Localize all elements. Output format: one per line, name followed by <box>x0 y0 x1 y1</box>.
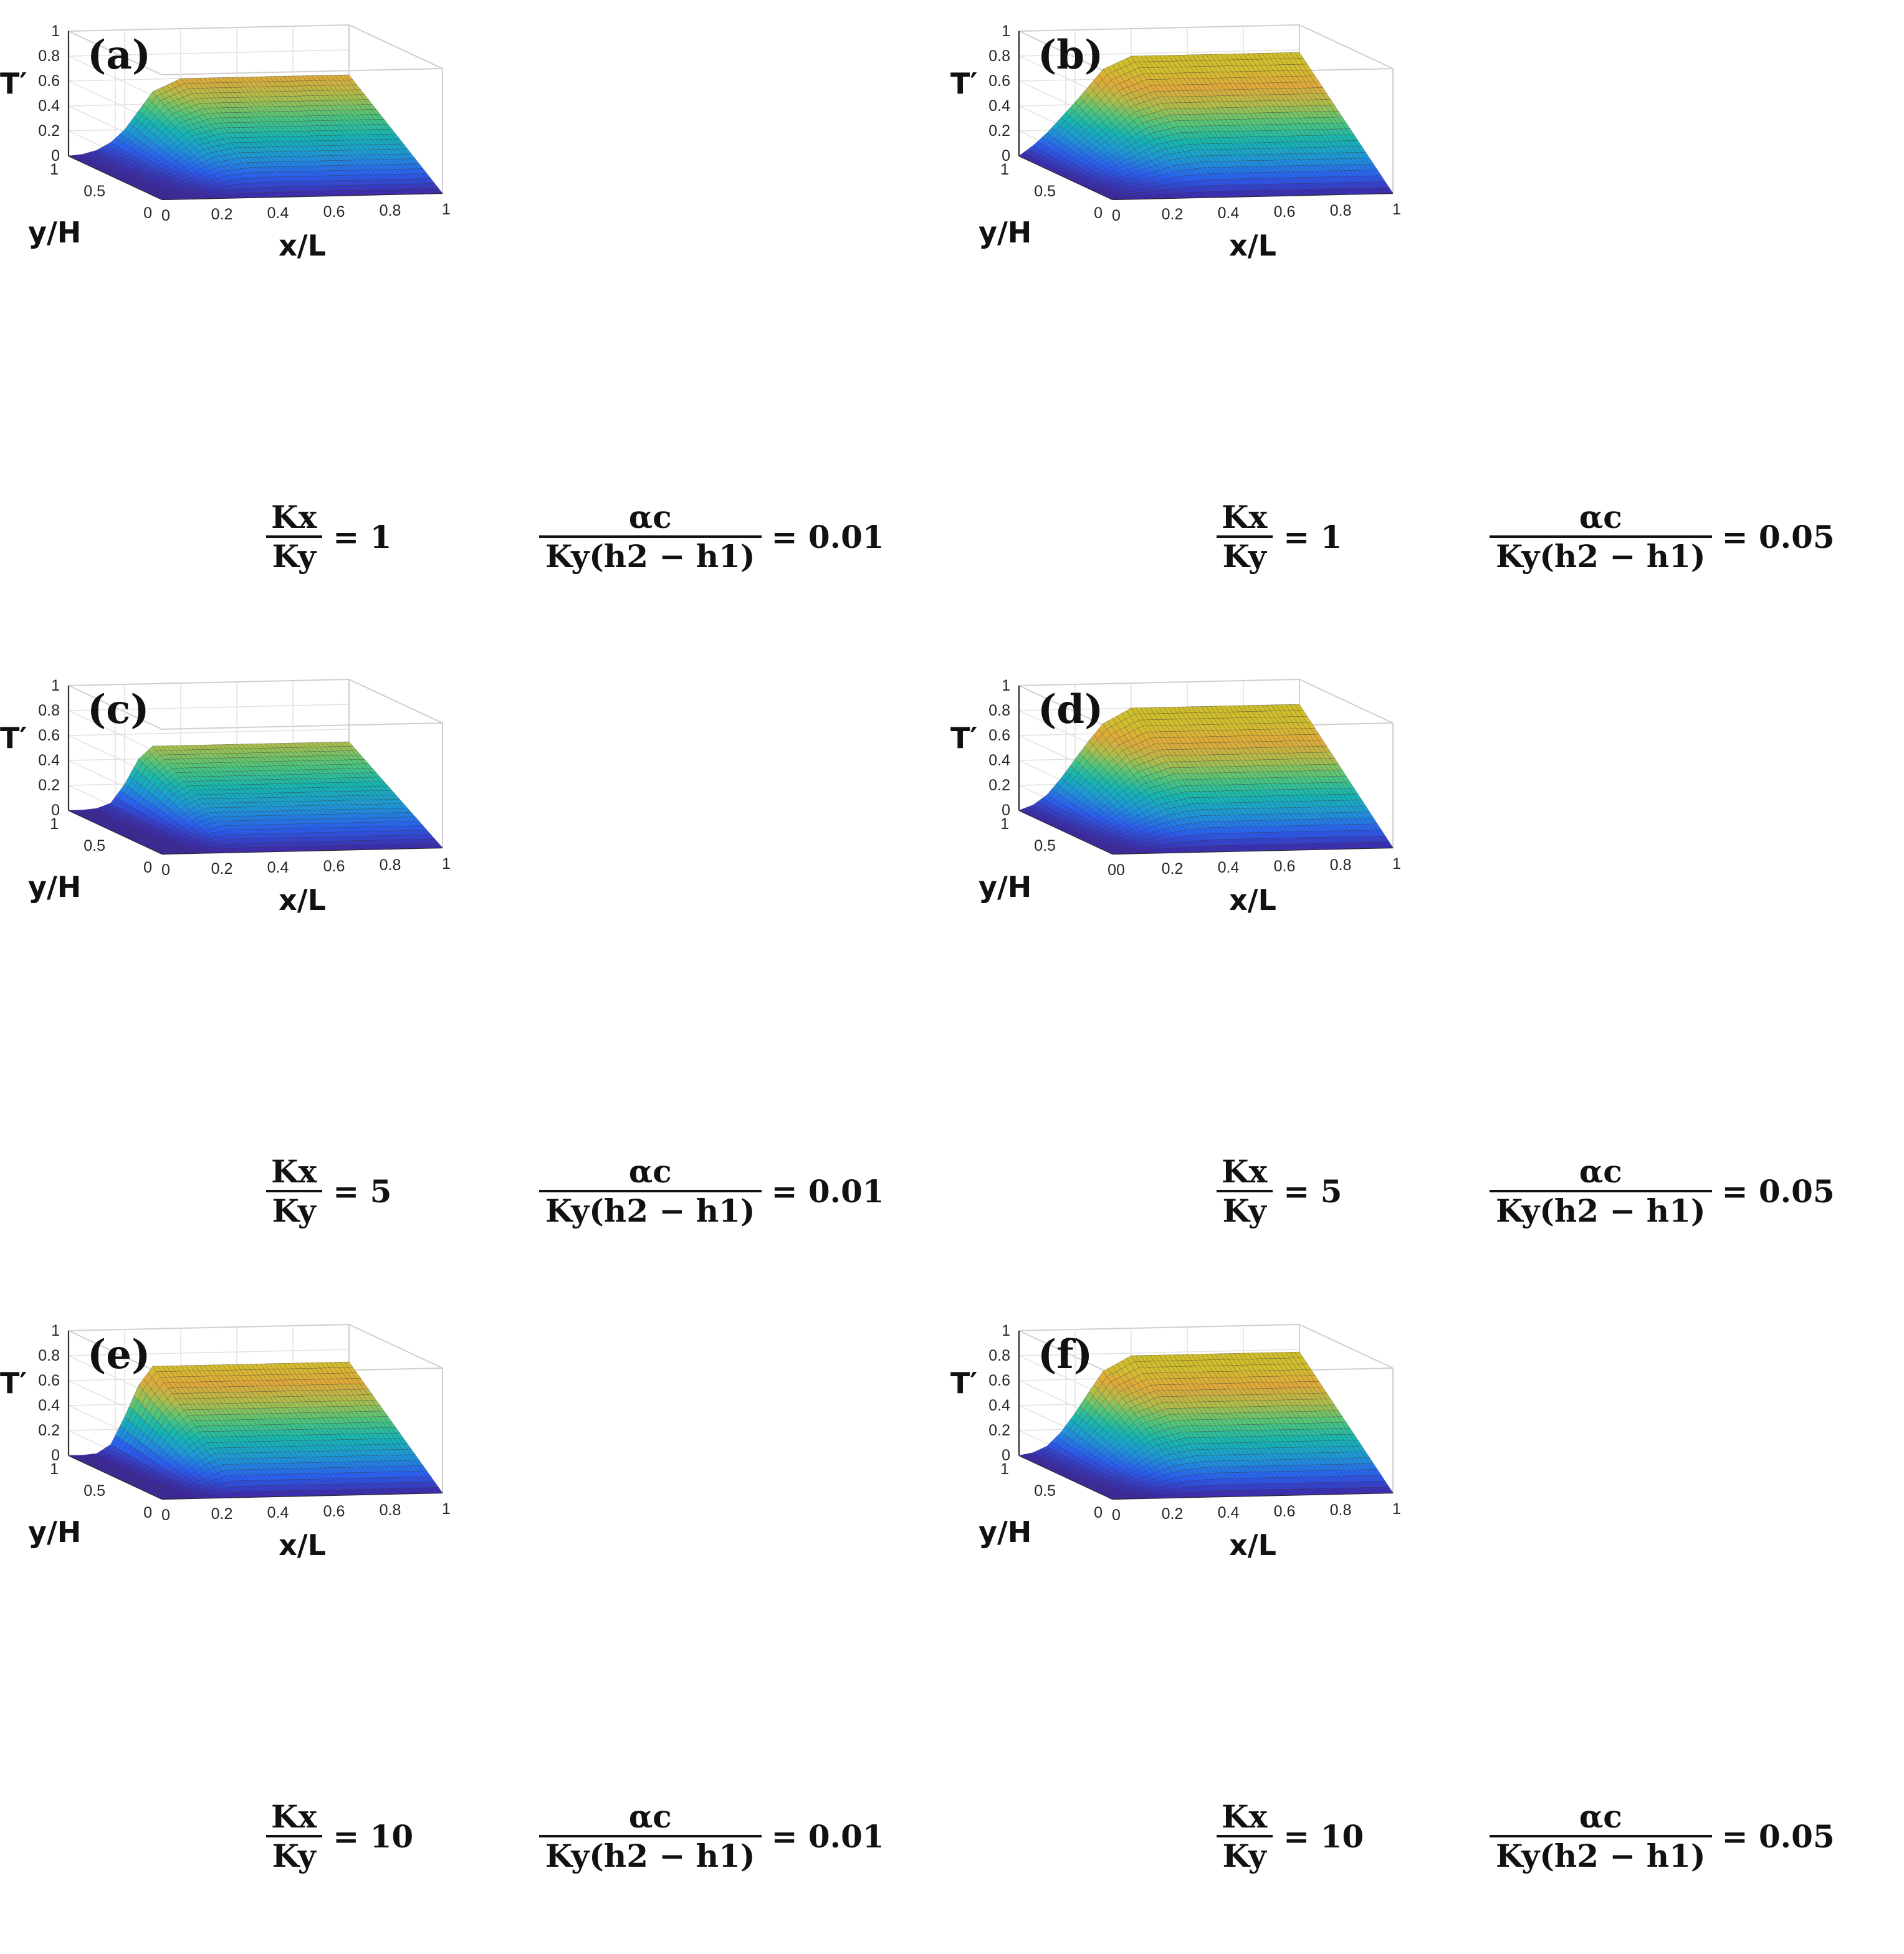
z-axis-label: T′ <box>0 721 27 755</box>
y-tick-label: 0 <box>143 859 152 876</box>
panel-label: (c) <box>87 686 150 733</box>
z-tick-label: 0.8 <box>38 702 60 719</box>
x-tick-label: 0.8 <box>1330 202 1352 219</box>
x-tick-label: 0.6 <box>323 203 345 221</box>
conductivity-ratio-denominator: Ky <box>266 1190 322 1229</box>
alpha-ratio-value: = 0.01 <box>772 1173 884 1210</box>
conductivity-ratio-numerator: Kx <box>265 499 323 535</box>
x-tick-label: 0.8 <box>380 856 401 874</box>
alpha-ratio-value: = 0.05 <box>1722 519 1835 555</box>
conductivity-ratio-denominator: Ky <box>1217 535 1273 575</box>
z-tick-label: 0.4 <box>38 97 60 115</box>
conductivity-ratio-value: = 1 <box>333 519 391 555</box>
y-tick-label: 0.5 <box>84 183 105 200</box>
conductivity-ratio-numerator: Kx <box>1215 499 1273 535</box>
z-tick-label: 0.6 <box>38 727 60 744</box>
alpha-ratio-denominator: Ky(h2 − h1) <box>539 1190 762 1229</box>
y-tick-label: 0.5 <box>1034 183 1056 200</box>
x-tick-label: 1 <box>442 201 451 218</box>
y-axis-label: y/H <box>28 870 81 904</box>
x-tick-label: 1 <box>442 855 451 873</box>
alpha-ratio-denominator: Ky(h2 − h1) <box>1490 535 1712 575</box>
z-tick-label: 0.6 <box>38 72 60 90</box>
z-tick-label: 0.2 <box>38 777 60 794</box>
z-tick-label: 1 <box>51 677 60 694</box>
y-tick-label: 1 <box>1000 161 1009 178</box>
z-tick-label: 0.8 <box>38 47 60 65</box>
z-axis-label: T′ <box>950 67 978 100</box>
x-axis-label: x/L <box>1229 229 1276 262</box>
x-tick-label: 0.4 <box>267 204 289 222</box>
y-tick-label: 0 <box>1094 204 1103 222</box>
x-tick-label: 0.2 <box>211 860 233 878</box>
conductivity-ratio-numerator: Kx <box>265 1153 323 1190</box>
z-tick-label: 0.4 <box>988 97 1010 115</box>
conductivity-ratio-denominator: Ky <box>266 535 322 575</box>
panel-label: (a) <box>87 32 151 79</box>
x-tick-label: 0.4 <box>267 859 289 876</box>
z-tick-label: 1 <box>51 22 60 40</box>
x-tick-label: 1 <box>1392 201 1401 218</box>
y-axis-label: y/H <box>978 216 1031 249</box>
alpha-ratio-value: = 0.01 <box>772 519 884 555</box>
x-tick-label: 0.2 <box>1162 206 1184 223</box>
x-tick-label: 0.4 <box>1218 204 1240 222</box>
y-axis-label: y/H <box>28 216 81 249</box>
x-tick-label: 0.6 <box>1274 203 1296 221</box>
x-tick-label: 0.6 <box>323 858 345 875</box>
z-tick-label: 0.2 <box>38 122 60 140</box>
x-tick-label: 0 <box>161 207 170 224</box>
x-tick-label: 0.8 <box>380 202 401 219</box>
z-tick-label: 1 <box>1002 22 1010 40</box>
z-axis-label: T′ <box>0 67 27 100</box>
z-tick-label: 0.8 <box>988 47 1010 65</box>
x-axis-label: x/L <box>279 883 326 917</box>
z-tick-label: 0.6 <box>988 72 1010 90</box>
y-tick-label: 1 <box>50 815 59 833</box>
x-tick-label: 0 <box>1112 207 1121 224</box>
alpha-ratio-numerator: αc <box>1573 499 1629 535</box>
alpha-ratio-numerator: αc <box>623 499 678 535</box>
x-axis-label: x/L <box>279 229 326 262</box>
z-tick-label: 0.2 <box>988 122 1010 140</box>
x-tick-label: 0 <box>161 861 170 879</box>
x-tick-label: 0.2 <box>211 206 233 223</box>
y-tick-label: 1 <box>50 161 59 178</box>
conductivity-ratio-value: = 5 <box>333 1173 391 1210</box>
y-tick-label: 0 <box>143 204 152 222</box>
panel-label: (b) <box>1038 32 1103 79</box>
alpha-ratio-numerator: αc <box>623 1153 678 1190</box>
z-tick-label: 0.4 <box>38 752 60 769</box>
y-tick-label: 0.5 <box>84 837 105 855</box>
conductivity-ratio-value: = 1 <box>1283 519 1342 555</box>
alpha-ratio-denominator: Ky(h2 − h1) <box>539 535 762 575</box>
